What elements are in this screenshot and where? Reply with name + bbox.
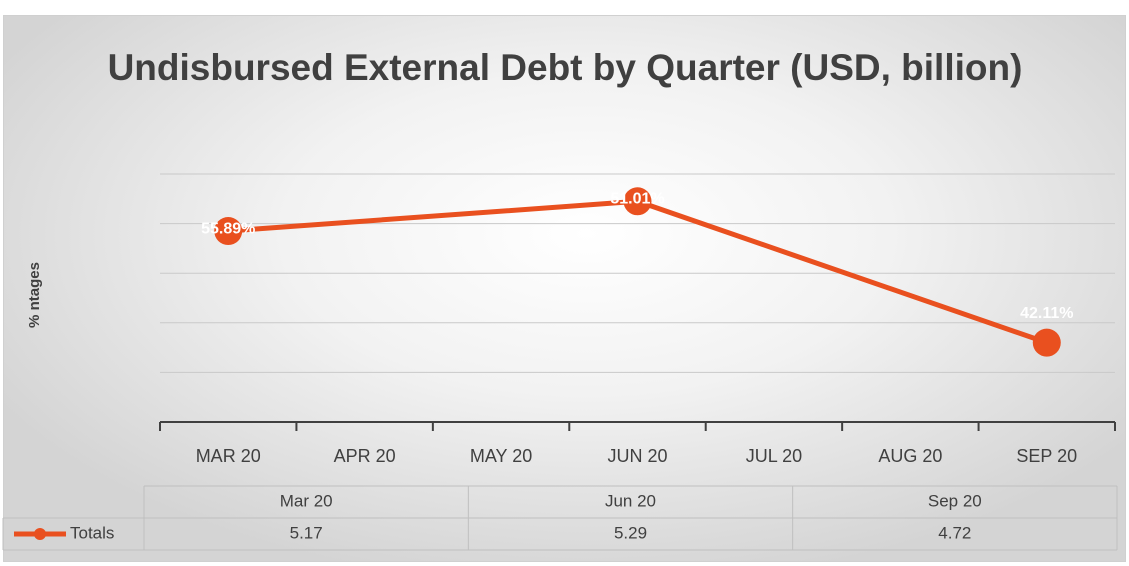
table-value: 5.29 xyxy=(614,523,647,542)
x-tick-label: JUL 20 xyxy=(746,446,802,466)
x-tick-label: AUG 20 xyxy=(878,446,942,466)
x-tick-label: JUN 20 xyxy=(607,446,667,466)
x-tick-label: APR 20 xyxy=(334,446,396,466)
table-value: 4.72 xyxy=(938,523,971,542)
series-line xyxy=(228,198,1048,346)
x-tick-label: SEP 20 xyxy=(1016,446,1077,466)
data-label: 51.01% xyxy=(610,190,664,207)
table-header: Jun 20 xyxy=(605,491,656,510)
data-point xyxy=(623,187,652,216)
table-header: Mar 20 xyxy=(280,491,333,510)
legend-label: Totals xyxy=(70,523,114,542)
chart-title: Undisbursed External Debt by Quarter (US… xyxy=(107,47,1023,88)
data-point xyxy=(214,217,243,246)
chart-area xyxy=(3,15,1126,562)
data-label: 55.89% xyxy=(201,220,255,237)
x-tick-label: MAR 20 xyxy=(196,446,261,466)
y-axis-label: % ntages xyxy=(26,262,43,328)
data-label: 42.11% xyxy=(1020,305,1073,322)
legend-marker xyxy=(34,528,46,540)
table-value: 5.17 xyxy=(290,523,323,542)
x-tick-label: MAY 20 xyxy=(470,446,532,466)
table-header: Sep 20 xyxy=(928,491,982,510)
data-point xyxy=(1032,328,1061,357)
